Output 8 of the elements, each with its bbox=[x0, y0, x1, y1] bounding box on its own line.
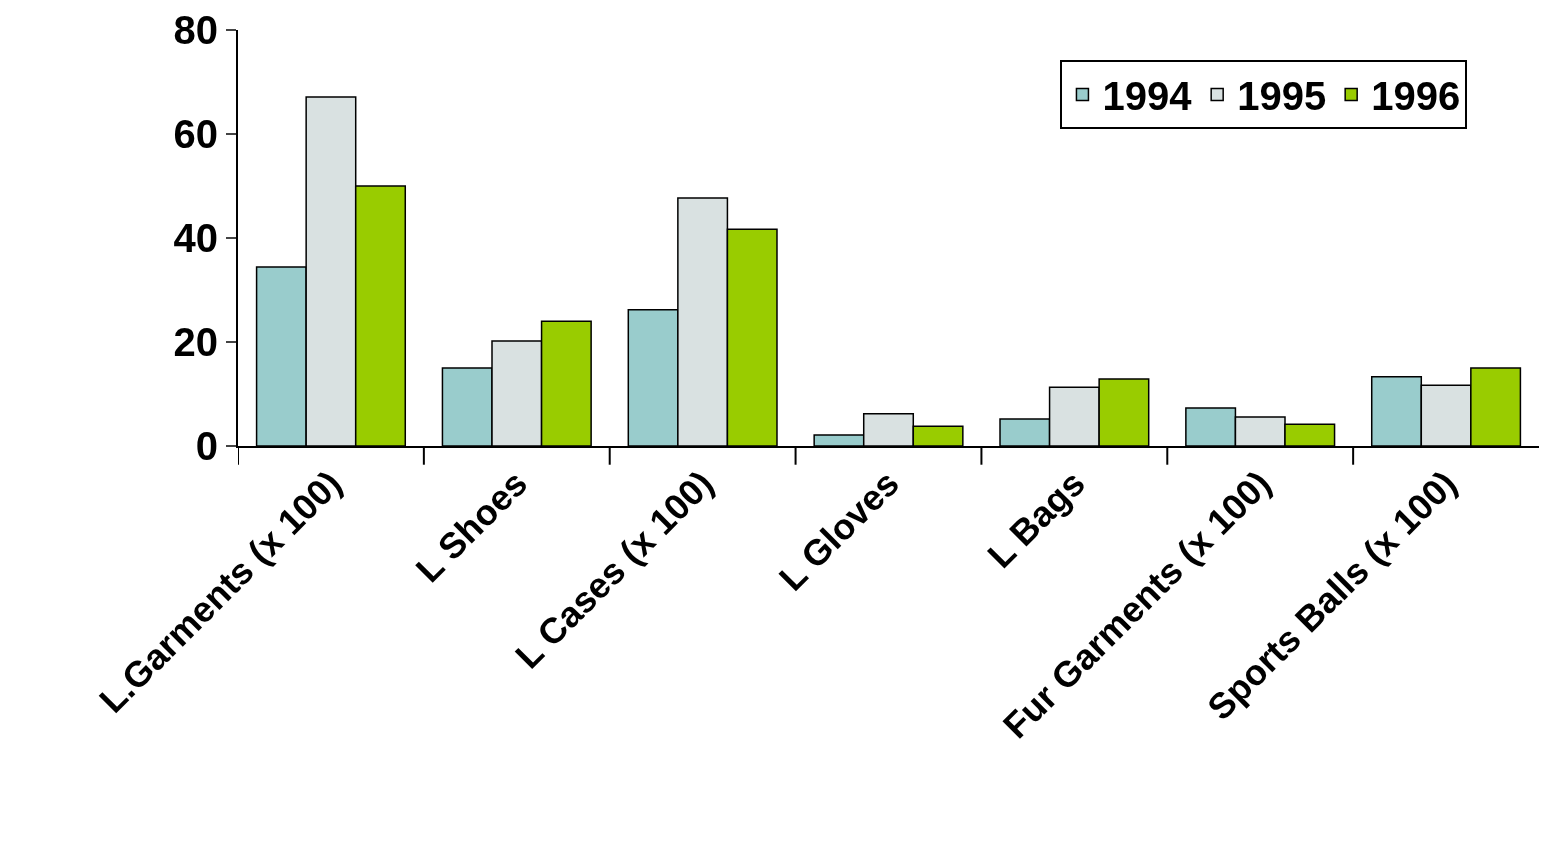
legend-label: 1996 bbox=[1371, 74, 1461, 119]
legend-label: 1994 bbox=[1102, 74, 1193, 119]
y-tick-label: 20 bbox=[173, 320, 218, 364]
y-tick-label: 80 bbox=[173, 8, 218, 52]
legend-label: 1995 bbox=[1237, 74, 1327, 119]
y-tick-label: 0 bbox=[195, 424, 218, 468]
y-tick-label: 60 bbox=[173, 112, 218, 156]
y-tick-label: 40 bbox=[173, 216, 218, 260]
